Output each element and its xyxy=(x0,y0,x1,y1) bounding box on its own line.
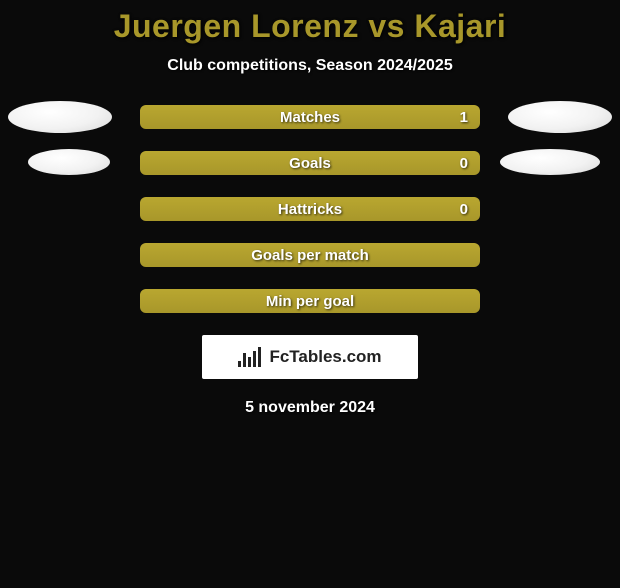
stat-bar: Hattricks 0 xyxy=(140,197,480,221)
comparison-chart: Matches 1 Goals 0 Hattricks 0 Goals per match M… xyxy=(0,105,620,313)
subtitle: Club competitions, Season 2024/2025 xyxy=(0,57,620,75)
player-left-avatar xyxy=(8,101,112,133)
stat-label: Goals per match xyxy=(251,247,369,264)
stat-value: 0 xyxy=(460,155,468,172)
chart-icon xyxy=(238,347,263,367)
stat-label: Goals xyxy=(289,155,331,172)
stat-label: Min per goal xyxy=(266,293,354,310)
stat-row: Goals 0 xyxy=(0,151,620,175)
icon-bar xyxy=(238,361,241,367)
stat-bar: Min per goal xyxy=(140,289,480,313)
icon-bar xyxy=(248,357,251,367)
page-title: Juergen Lorenz vs Kajari xyxy=(0,8,620,45)
brand-text: FcTables.com xyxy=(269,347,381,367)
stat-value: 1 xyxy=(460,109,468,126)
icon-bar xyxy=(243,353,246,367)
icon-bar xyxy=(258,347,261,367)
player-right-avatar xyxy=(508,101,612,133)
stat-bar: Goals per match xyxy=(140,243,480,267)
stat-row: Goals per match xyxy=(0,243,620,267)
stat-row: Min per goal xyxy=(0,289,620,313)
stat-bar: Matches 1 xyxy=(140,105,480,129)
stat-label: Hattricks xyxy=(278,201,342,218)
stat-value: 0 xyxy=(460,201,468,218)
brand-box: FcTables.com xyxy=(202,335,418,379)
stat-row: Matches 1 xyxy=(0,105,620,129)
stat-row: Hattricks 0 xyxy=(0,197,620,221)
icon-bar xyxy=(253,351,256,367)
date-line: 5 november 2024 xyxy=(0,399,620,417)
stat-label: Matches xyxy=(280,109,340,126)
player-left-avatar xyxy=(28,149,110,175)
player-right-avatar xyxy=(500,149,600,175)
stat-bar: Goals 0 xyxy=(140,151,480,175)
